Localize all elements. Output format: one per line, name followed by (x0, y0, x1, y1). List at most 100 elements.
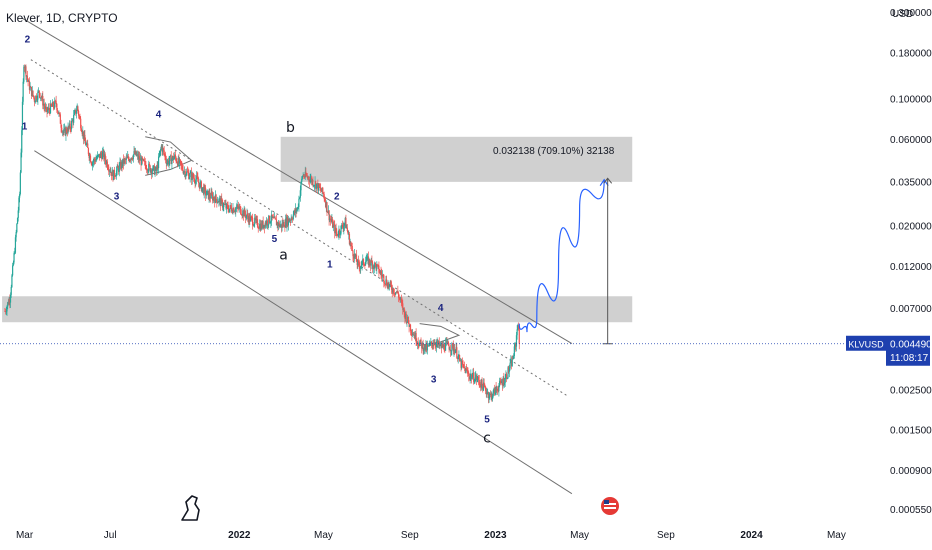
candle-body (215, 194, 217, 200)
candle (171, 157, 173, 170)
candle-body (381, 273, 383, 277)
candle-body (388, 284, 391, 287)
candle-body (87, 147, 90, 155)
candle-body (338, 229, 340, 236)
candle-body (256, 218, 258, 220)
candle-body (103, 154, 106, 160)
candle (49, 107, 51, 116)
candle (382, 273, 384, 278)
candle (465, 365, 467, 374)
candle (246, 208, 248, 220)
candle (23, 64, 25, 84)
candle (92, 160, 94, 171)
candle (258, 226, 260, 229)
candle-body (155, 167, 158, 172)
candle (78, 114, 80, 120)
candle-body (289, 220, 291, 222)
candle-body (122, 158, 124, 167)
candle (58, 110, 60, 117)
candle-body (122, 158, 125, 164)
candle (468, 370, 470, 382)
candle (48, 102, 50, 115)
candle (385, 275, 387, 286)
candle-body (339, 233, 341, 235)
candle-body (80, 128, 82, 132)
candle-body (308, 179, 311, 182)
candle (276, 221, 278, 229)
candle-body (196, 175, 198, 178)
candle-body (275, 218, 277, 220)
candle (212, 191, 214, 204)
candle (506, 372, 508, 383)
candle-body (237, 205, 239, 207)
candle-body (229, 205, 231, 209)
candle-body (56, 110, 59, 112)
symbol-tag-label: KLVUSD (848, 339, 884, 349)
candle-body (331, 219, 333, 222)
candle-body (72, 120, 74, 123)
candle-body (49, 109, 51, 114)
candle (134, 147, 136, 155)
candle (498, 382, 500, 397)
candle (454, 343, 456, 355)
candle-body (169, 155, 172, 157)
candle-body (506, 374, 508, 379)
candle-body (153, 165, 155, 167)
candle-body (282, 222, 285, 226)
candle-body (324, 201, 327, 207)
candle (313, 184, 315, 191)
candle-body (167, 160, 170, 165)
candle-body (64, 127, 66, 136)
candle-body (295, 208, 297, 212)
candle (427, 343, 429, 347)
candle (184, 168, 186, 180)
candle-body (85, 140, 87, 146)
candle-body (218, 199, 220, 203)
candle-body (505, 374, 507, 378)
candle-body (96, 158, 98, 160)
candle (289, 217, 291, 223)
candle (21, 96, 24, 136)
candle-body (190, 172, 193, 181)
candle (365, 254, 367, 262)
candle (14, 234, 17, 255)
candle-body (190, 172, 192, 174)
wave-label-c: c (483, 431, 491, 447)
candle (66, 126, 68, 135)
candle-body (59, 112, 61, 115)
candle-body (481, 379, 483, 385)
candle (43, 98, 45, 112)
candle-body (184, 171, 186, 177)
candle-body (278, 222, 280, 227)
candle-body (16, 217, 19, 224)
candle-body (139, 156, 141, 161)
candle-body (188, 177, 191, 179)
candle (186, 168, 188, 176)
candle (31, 86, 33, 97)
candle-body (466, 369, 468, 373)
candle (163, 146, 165, 157)
candle-body (214, 194, 217, 203)
candle (188, 173, 191, 180)
candle-body (15, 232, 17, 238)
candle (259, 219, 261, 232)
candle (438, 337, 440, 349)
candle (326, 202, 328, 216)
candle-body (439, 344, 441, 346)
candle (269, 221, 271, 224)
candle (329, 215, 332, 226)
candle (87, 147, 90, 157)
candle (461, 359, 463, 370)
candle-body (362, 258, 365, 265)
candle (277, 220, 280, 231)
candle (5, 306, 7, 315)
candle (54, 97, 56, 110)
candle (89, 152, 91, 164)
candle-body (440, 344, 442, 348)
candle-body (365, 259, 367, 262)
candle (209, 188, 211, 202)
candle (160, 143, 162, 150)
candle-body (344, 218, 346, 224)
candle (359, 261, 361, 274)
